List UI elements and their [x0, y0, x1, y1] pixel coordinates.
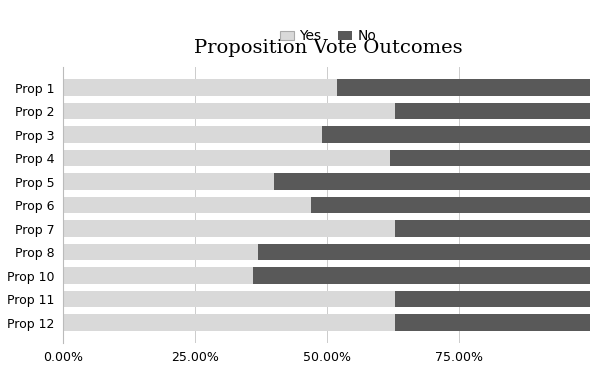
Bar	[64, 291, 395, 307]
Title: Proposition Vote Outcomes: Proposition Vote Outcomes	[194, 39, 463, 57]
Bar	[259, 244, 590, 260]
Bar	[64, 150, 390, 166]
Bar	[64, 244, 259, 260]
Bar	[395, 314, 590, 331]
Bar	[395, 103, 590, 119]
Bar	[337, 79, 590, 96]
Bar	[322, 127, 590, 143]
Bar	[395, 291, 590, 307]
Bar	[64, 173, 274, 190]
Bar	[64, 127, 322, 143]
Bar	[64, 197, 311, 213]
Bar	[64, 267, 253, 284]
Bar	[311, 197, 590, 213]
Bar	[64, 79, 337, 96]
Legend: Yes, No: Yes, No	[274, 24, 382, 49]
Bar	[64, 314, 395, 331]
Bar	[395, 220, 590, 237]
Bar	[274, 173, 590, 190]
Bar	[253, 267, 590, 284]
Bar	[390, 150, 590, 166]
Bar	[64, 103, 395, 119]
Bar	[64, 220, 395, 237]
